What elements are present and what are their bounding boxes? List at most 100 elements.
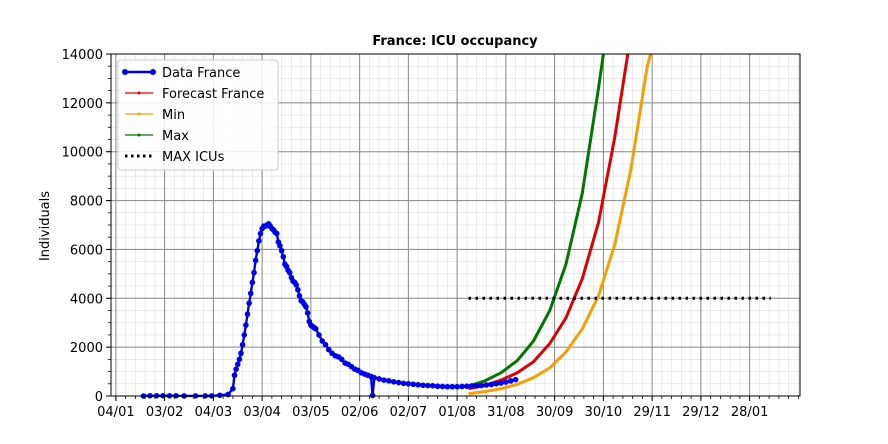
x-tick-label: 01/08	[438, 405, 475, 420]
x-tick-label: 02/07	[390, 405, 427, 420]
x-tick-label: 30/10	[585, 405, 622, 420]
data-point	[249, 279, 256, 286]
data-point	[395, 379, 402, 386]
data-point	[312, 326, 319, 332]
legend-marker	[137, 112, 141, 116]
data-point	[257, 230, 264, 237]
data-point	[454, 383, 460, 390]
x-tick-label: 03/05	[292, 405, 329, 420]
data-point	[498, 380, 504, 386]
x-tick-label: 04/01	[97, 405, 134, 420]
data-point	[381, 377, 387, 383]
data-point	[483, 382, 490, 388]
legend-label-data-france: Data France	[162, 66, 240, 81]
data-point	[371, 374, 378, 381]
data-point	[459, 383, 465, 390]
data-point	[244, 311, 251, 317]
data-point	[256, 238, 262, 244]
data-point	[325, 346, 332, 353]
data-point	[468, 383, 475, 389]
data-point	[230, 385, 236, 392]
data-point	[241, 332, 248, 338]
data-point	[234, 361, 241, 368]
data-point	[478, 382, 485, 389]
x-tick-label: 31/08	[487, 405, 524, 420]
data-point	[449, 383, 456, 390]
y-tick-label: 8000	[70, 195, 103, 210]
data-point	[405, 380, 412, 387]
data-point	[273, 230, 280, 237]
y-tick-label: 4000	[70, 292, 103, 307]
data-point	[236, 356, 243, 363]
x-tick-label: 02/06	[341, 405, 378, 420]
legend-marker	[137, 133, 141, 137]
legend-marker	[150, 69, 156, 75]
data-point	[252, 257, 259, 264]
data-point	[304, 310, 311, 316]
data-point	[386, 378, 392, 384]
series-layer	[140, 53, 771, 399]
legend-marker	[122, 69, 128, 75]
data-point	[231, 372, 238, 379]
data-point	[503, 379, 509, 385]
data-point	[425, 382, 431, 389]
data-point	[410, 381, 417, 388]
data-point	[434, 383, 441, 390]
data-point	[247, 290, 254, 297]
x-tick-label: 29/11	[633, 405, 670, 420]
data-point	[239, 341, 246, 348]
chart-title: France: ICU occupancy	[372, 34, 538, 49]
data-point	[338, 356, 345, 363]
data-point	[293, 282, 300, 288]
legend-marker	[137, 91, 141, 95]
y-tick-label: 12000	[62, 97, 103, 112]
y-tick-label: 14000	[62, 48, 103, 63]
legend-label-min: Min	[162, 108, 185, 123]
data-point	[296, 293, 303, 299]
legend-box	[117, 59, 279, 171]
data-point	[280, 253, 287, 260]
data-point	[254, 247, 261, 254]
data-point	[295, 286, 301, 293]
data-point	[238, 350, 244, 357]
y-tick-label: 0	[95, 390, 103, 405]
data-point	[444, 383, 451, 390]
x-tick-label: 03/04	[243, 405, 280, 420]
y-tick-label: 2000	[70, 341, 103, 356]
data-point	[415, 381, 421, 388]
data-point	[420, 382, 426, 389]
x-tick-label: 29/12	[682, 405, 719, 420]
data-point	[512, 376, 519, 383]
series-line-min	[468, 53, 652, 396]
data-point	[246, 300, 252, 306]
data-point	[286, 269, 293, 276]
data-point	[400, 380, 407, 387]
data-point	[233, 366, 239, 372]
data-point	[473, 382, 480, 389]
data-point	[278, 247, 285, 254]
data-point	[316, 332, 322, 338]
data-point	[429, 382, 436, 389]
y-tick-label: 6000	[70, 243, 103, 258]
series-line-forecast-france	[468, 53, 630, 391]
data-point	[507, 378, 514, 384]
data-point	[319, 338, 326, 344]
y-tick-label: 10000	[62, 146, 103, 161]
data-point	[464, 383, 470, 390]
data-point	[322, 341, 329, 348]
data-point	[303, 304, 309, 310]
x-tick-label: 04/03	[195, 405, 232, 420]
data-point	[277, 242, 283, 249]
data-point	[439, 383, 446, 390]
x-tick-label: 03/02	[146, 405, 183, 420]
axes: 04/01 03/02 04/03 03/04 03/05 02/06 02/07 01/08…	[62, 48, 799, 420]
data-point	[217, 392, 223, 399]
legend-label-forecast-france: Forecast France	[162, 87, 264, 102]
series-line-max	[468, 53, 605, 388]
data-point	[376, 376, 382, 382]
legend-label-max-icus: MAX ICUs	[162, 150, 225, 165]
legend-label-max: Max	[162, 129, 189, 144]
x-tick-label: 30/09	[536, 405, 573, 420]
y-axis-label: Individuals	[38, 191, 53, 261]
